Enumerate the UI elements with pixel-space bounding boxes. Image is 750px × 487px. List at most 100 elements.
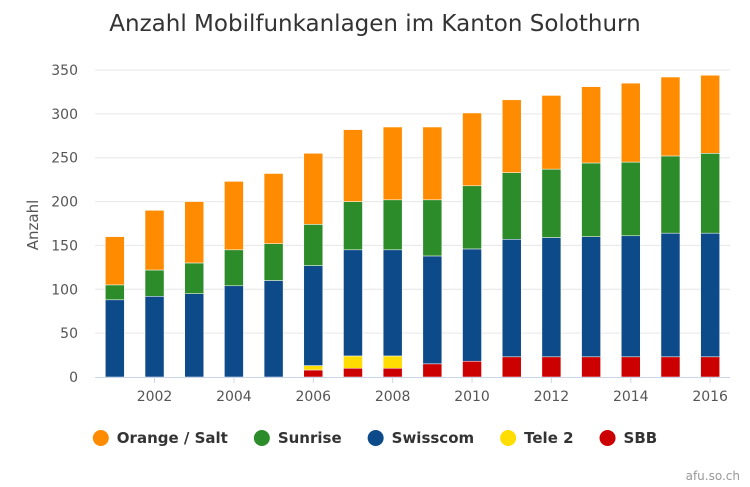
legend-item-tele-2[interactable]: Tele 2 (500, 429, 574, 447)
bar-segment-orange-salt[interactable] (263, 173, 284, 244)
legend-marker (599, 430, 616, 446)
y-tick-label: 200 (51, 195, 78, 211)
bar-segment-swisscom[interactable] (184, 293, 204, 378)
x-tick-label: 2004 (216, 389, 252, 405)
y-tick-label: 100 (51, 282, 78, 298)
bar-segment-tele-2[interactable] (382, 355, 403, 369)
bar-segment-sbb[interactable] (581, 356, 601, 378)
y-tick-label: 0 (69, 370, 78, 386)
bar-stacks (105, 75, 720, 378)
bar-segment-sunrise[interactable] (382, 199, 403, 251)
bar-segment-orange-salt[interactable] (541, 95, 562, 170)
y-tick-label: 350 (51, 63, 78, 79)
bar-segment-orange-salt[interactable] (660, 76, 681, 157)
bar-segment-sunrise[interactable] (224, 249, 244, 287)
bar-segment-orange-salt[interactable] (422, 126, 443, 201)
bar-segment-swisscom[interactable] (581, 236, 601, 358)
credits-text[interactable]: afu.so.ch (686, 469, 740, 483)
bar-segment-tele-2[interactable] (303, 365, 324, 371)
bar-segment-tele-2[interactable] (343, 355, 363, 369)
bar-segment-sunrise[interactable] (660, 155, 681, 234)
x-tick-label: 2012 (534, 389, 570, 405)
legend-item-swisscom[interactable]: Swisscom (367, 429, 475, 447)
bar-segment-swisscom[interactable] (660, 232, 681, 358)
x-tick-label: 2016 (692, 389, 728, 405)
bar-segment-swisscom[interactable] (224, 285, 244, 378)
y-tick-label: 250 (51, 151, 78, 167)
bar-segment-sunrise[interactable] (422, 199, 443, 257)
bar-segment-orange-salt[interactable] (621, 82, 641, 163)
bar-segment-sbb[interactable] (621, 356, 641, 378)
legend-marker (500, 430, 517, 446)
bar-segment-sunrise[interactable] (462, 185, 482, 250)
x-tick-label: 2002 (137, 389, 173, 405)
y-tick-label: 300 (51, 107, 78, 123)
bar-segment-sunrise[interactable] (263, 243, 284, 281)
bar-segment-swisscom[interactable] (462, 248, 482, 362)
legend: Orange / Salt Sunrise Swisscom Tele 2 SBB (92, 429, 658, 447)
y-tick-label: 50 (60, 326, 78, 342)
bar-segment-swisscom[interactable] (422, 255, 443, 365)
bar-segment-orange-salt[interactable] (382, 126, 403, 201)
bar-segment-swisscom[interactable] (541, 237, 562, 358)
legend-label: Orange / Salt (117, 429, 228, 447)
legend-label: Sunrise (278, 429, 342, 447)
legend-label: Swisscom (392, 429, 475, 447)
bar-segment-sunrise[interactable] (700, 153, 720, 234)
legend-label: Tele 2 (524, 429, 573, 447)
legend-item-sbb[interactable]: SBB (599, 429, 658, 447)
bar-segment-sunrise[interactable] (105, 284, 125, 301)
bar-segment-sunrise[interactable] (501, 172, 522, 240)
legend-marker (253, 430, 270, 446)
x-axis-ticks: 2002 2004 2006 2008 2010 2012 2014 2016 (137, 377, 728, 405)
legend-item-sunrise[interactable]: Sunrise (253, 429, 342, 447)
legend-label: SBB (624, 429, 658, 447)
bar-segment-orange-salt[interactable] (343, 129, 363, 202)
bar-segment-orange-salt[interactable] (184, 201, 204, 264)
bar-segment-sunrise[interactable] (581, 162, 601, 237)
bar-segment-swisscom[interactable] (343, 249, 363, 357)
bar-segment-sbb[interactable] (462, 360, 482, 378)
bar-segment-orange-salt[interactable] (581, 86, 601, 164)
x-tick-label: 2010 (454, 389, 490, 405)
bar-segment-sbb[interactable] (541, 356, 562, 378)
bar-segment-sbb[interactable] (501, 356, 522, 378)
chart-title: Anzahl Mobilfunkanlagen im Kanton Soloth… (109, 11, 640, 37)
y-tick-label: 150 (51, 238, 78, 254)
bar-segment-sunrise[interactable] (303, 224, 324, 266)
bar-segment-swisscom[interactable] (382, 249, 403, 357)
bar-segment-orange-salt[interactable] (462, 112, 482, 187)
x-tick-label: 2008 (375, 389, 411, 405)
bar-segment-swisscom[interactable] (700, 232, 720, 358)
legend-marker (367, 430, 384, 446)
bar-segment-orange-salt[interactable] (303, 153, 324, 225)
bar-segment-orange-salt[interactable] (700, 75, 720, 154)
legend-marker (92, 430, 109, 446)
bar-segment-sbb[interactable] (422, 363, 443, 378)
bar-segment-sunrise[interactable] (621, 161, 641, 237)
legend-item-orange-salt[interactable]: Orange / Salt (92, 429, 228, 447)
bar-segment-orange-salt[interactable] (501, 99, 522, 173)
bar-segment-swisscom[interactable] (263, 280, 284, 378)
bar-segment-sbb[interactable] (382, 367, 403, 378)
bar-segment-sbb[interactable] (660, 356, 681, 378)
bar-segment-sunrise[interactable] (144, 269, 165, 297)
bar-segment-sbb[interactable] (343, 367, 363, 378)
x-tick-label: 2014 (613, 389, 649, 405)
bar-segment-orange-salt[interactable] (105, 236, 125, 286)
y-axis-title: Anzahl (24, 200, 42, 251)
bar-segment-sunrise[interactable] (184, 262, 204, 294)
bar-segment-sunrise[interactable] (343, 201, 363, 251)
bar-segment-sbb[interactable] (303, 369, 324, 378)
bar-segment-swisscom[interactable] (621, 235, 641, 358)
bar-segment-swisscom[interactable] (144, 296, 165, 378)
bar-segment-sunrise[interactable] (541, 168, 562, 238)
bar-segment-orange-salt[interactable] (224, 181, 244, 251)
bar-segment-orange-salt[interactable] (144, 210, 165, 271)
bar-segment-swisscom[interactable] (501, 239, 522, 358)
bar-segment-swisscom[interactable] (105, 299, 125, 378)
bar-segment-swisscom[interactable] (303, 265, 324, 366)
bar-segment-sbb[interactable] (700, 356, 720, 378)
x-tick-label: 2006 (295, 389, 331, 405)
